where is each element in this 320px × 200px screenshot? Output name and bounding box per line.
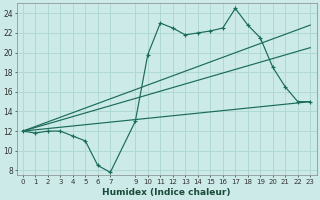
X-axis label: Humidex (Indice chaleur): Humidex (Indice chaleur) <box>102 188 231 197</box>
